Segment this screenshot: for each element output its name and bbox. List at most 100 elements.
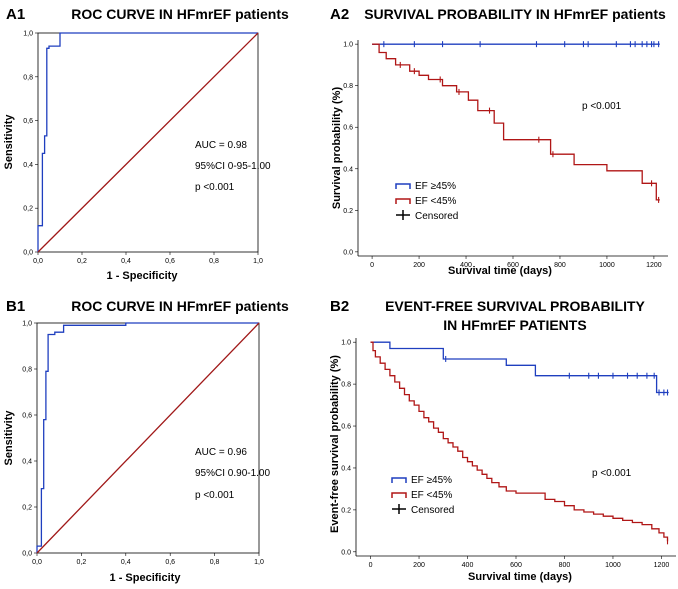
x-tick-label-a1: 0,8 [209,258,219,265]
chart-title-a2: SURVIVAL PROBABILITY IN HFmrEF patients [364,6,666,22]
panel-label-b2: B2 [330,298,349,315]
x-tick-label-b1: 0,4 [121,559,131,566]
legend-label-ef-high-a2: EF ≥45% [415,181,456,192]
plot-area-a1: 0,0 0,2 0,4 0,6 0,8 1,0 0,0 0,2 0,4 0,6 0,8 1,0 [23,31,263,266]
x-tick-label-b1: 0,6 [165,559,175,566]
legend-swatch-ef-high-b2 [391,477,407,483]
x-tick-label-a2: 400 [460,262,472,269]
legend-label-ef-high-b2: EF ≥45% [411,475,452,486]
series-line-b1-1 [36,322,259,553]
series-line-a1-1 [37,32,258,252]
x-tick-label-a2: 1200 [646,262,662,269]
annotation-p-a1: p <0.001 [195,182,235,193]
y-tick-label-a2: 0.8 [343,83,353,90]
x-axis-title-a2: Survival time (days) [448,265,552,277]
x-tick-label-a2: 200 [413,262,425,269]
x-tick-label-b1: 1,0 [254,559,264,566]
x-tick-label-b2: 800 [559,562,571,569]
series-line-b2-2 [370,341,669,542]
y-tick-label-a1: 0,6 [23,118,33,125]
y-tick-label-a1: 0,2 [23,206,33,213]
panel-b2: B2 EVENT-FREE SURVIVAL PROBABILITY IN HF… [329,298,676,583]
plot-area-b2: 0 200 400 600 800 1000 1200 0.0 0.2 0.4 0.6 0.8 1.0 [341,338,676,569]
x-tick-label-b2: 600 [510,562,522,569]
annotation-ci-b1: 95%CI 0.90-1.00 [195,468,270,479]
y-tick-label-b1: 0,2 [22,505,32,512]
annotation-auc-b1: AUC = 0.96 [195,447,247,458]
x-tick-label-b2: 0 [369,562,373,569]
x-tick-label-b2: 200 [413,562,425,569]
panel-label-b1: B1 [6,298,25,315]
plot-area-b1: 0,0 0,2 0,4 0,6 0,8 1,0 0,0 0,2 0,4 0,6 0,8 1,0 [22,321,264,567]
x-tick-label-b2: 1000 [605,562,621,569]
x-tick-label-b2: 1200 [654,562,670,569]
x-tick-label-a1: 1,0 [253,258,263,265]
y-tick-label-b1: 0,8 [22,367,32,374]
series-line-b2-1 [370,341,669,394]
y-tick-label-b2: 0.6 [341,424,351,431]
x-tick-label-a1: 0,2 [77,258,87,265]
annotation-p-b2: p <0.001 [592,468,632,479]
y-tick-label-a2: 0.4 [343,166,353,173]
x-tick-label-a2: 0 [370,262,374,269]
panel-a2: A2 SURVIVAL PROBABILITY IN HFmrEF patien… [330,6,668,277]
x-tick-label-a1: 0,0 [33,258,43,265]
legend-a2: EF ≥45% EF <45% Censored [395,181,458,222]
y-tick-label-a2: 0.6 [343,125,353,132]
annotation-auc-a1: AUC = 0.98 [195,140,247,151]
series-line-a2-2 [372,43,660,201]
y-tick-label-b2: 0.0 [341,549,351,556]
legend-b2: EF ≥45% EF <45% Censored [391,475,454,516]
legend-swatch-ef-low-b2 [391,492,407,498]
y-tick-label-b2: 0.8 [341,382,351,389]
legend-label-censored-b2: Censored [411,505,454,516]
y-tick-label-b1: 0,0 [22,551,32,558]
annotation-p-a2: p <0.001 [582,101,622,112]
legend-swatch-ef-low-a2 [395,198,411,204]
y-tick-label-a1: 0,0 [23,250,33,257]
annotation-ci-a1: 95%CI 0-95-1.00 [195,161,271,172]
x-tick-label-a2: 800 [554,262,566,269]
series-line-b1-2 [36,322,260,554]
y-axis-title-b1: Sensitivity [3,410,15,466]
y-tick-label-b1: 1,0 [22,321,32,328]
x-tick-label-b1: 0,2 [77,559,87,566]
chart-title-b1: ROC CURVE IN HFmrEF patients [71,298,289,314]
y-axis-title-b2: Event-free survival probability (%) [329,355,341,533]
y-tick-label-a1: 1,0 [23,31,33,38]
y-tick-label-b2: 1.0 [341,340,351,347]
y-tick-label-a1: 0,4 [23,162,33,169]
y-tick-label-b1: 0,6 [22,413,32,420]
legend-swatch-ef-high-a2 [395,183,411,189]
legend-label-ef-low-b2: EF <45% [411,490,453,501]
x-tick-label-a1: 0,6 [165,258,175,265]
panel-label-a2: A2 [330,6,349,23]
x-axis-title-a1: 1 - Specificity [107,270,179,282]
y-tick-label-a1: 0,8 [23,74,33,81]
y-tick-label-b2: 0.4 [341,465,351,472]
y-tick-label-b2: 0.2 [341,507,351,514]
legend-label-censored-a2: Censored [415,211,458,222]
y-tick-label-a2: 1.0 [343,42,353,49]
panel-b1: B1 ROC CURVE IN HFmrEF patients Sensitiv… [3,298,289,584]
chart-title-b2-line2: IN HFmrEF PATIENTS [443,317,586,333]
panel-label-a1: A1 [6,6,25,23]
x-tick-label-b1: 0,0 [32,559,42,566]
y-tick-label-b1: 0,4 [22,459,32,466]
legend-label-ef-low-a2: EF <45% [415,196,457,207]
y-tick-label-a2: 0.0 [343,249,353,256]
x-tick-label-a2: 600 [507,262,519,269]
x-tick-label-a2: 1000 [599,262,615,269]
x-tick-label-b1: 0,8 [210,559,220,566]
x-axis-title-b2: Survival time (days) [468,571,572,583]
series-line-a1-2 [37,32,259,253]
x-tick-label-a1: 0,4 [121,258,131,265]
plot-area-a2: 0 200 400 600 800 1000 1200 0.0 0.2 0.4 0.6 0.8 1.0 [343,40,668,269]
x-tick-label-b2: 400 [462,562,474,569]
x-axis-title-b1: 1 - Specificity [110,572,182,584]
panel-a1: A1 ROC CURVE IN HFmrEF patients Sensitiv… [3,6,289,282]
legend-swatch-censored-a2 [396,210,410,220]
y-axis-title-a1: Sensitivity [3,114,15,170]
annotation-p-b1: p <0.001 [195,490,235,501]
